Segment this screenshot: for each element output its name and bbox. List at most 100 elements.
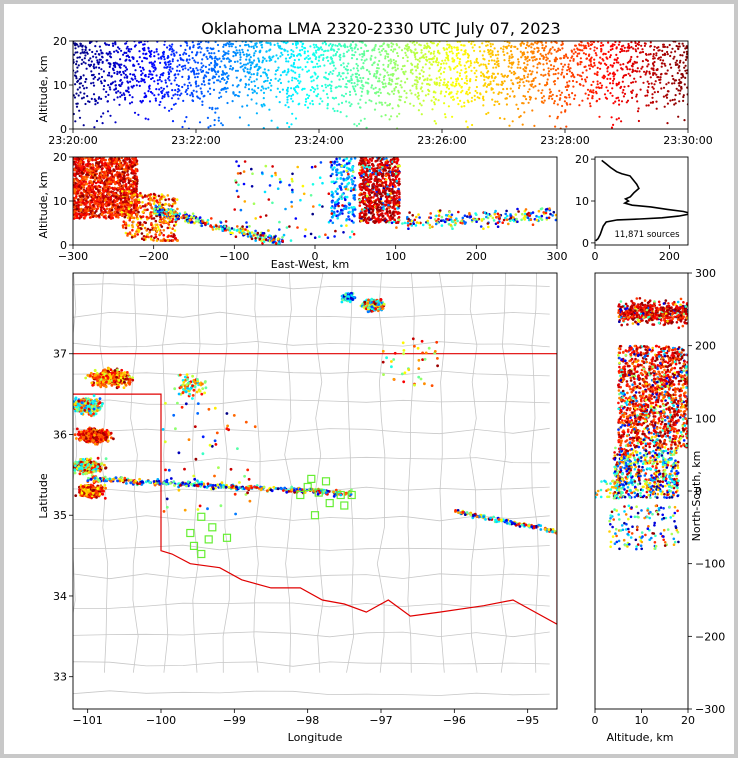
th-source-point [420, 49, 423, 52]
th-source-point [548, 95, 551, 98]
th-source-point [222, 45, 225, 49]
ew-source-point [113, 161, 116, 164]
th-source-point [73, 96, 77, 99]
th-source-point [465, 70, 468, 73]
th-source-point [258, 50, 261, 53]
th-source-point [474, 89, 477, 93]
th-source-point [465, 82, 468, 85]
th-source-point [599, 44, 603, 48]
th-source-point [637, 47, 640, 50]
th-source-point [257, 68, 260, 71]
ew-source-point [156, 207, 159, 210]
ew-source-point [84, 207, 87, 211]
th-source-point [345, 83, 348, 86]
th-source-point [218, 91, 221, 94]
ew-source-point [115, 199, 119, 202]
th-source-point [591, 96, 594, 100]
th-source-point [107, 52, 110, 55]
th-source-point [418, 72, 421, 75]
th-source-point [74, 83, 77, 86]
ew-source-point [93, 207, 96, 210]
th-source-point [92, 84, 96, 87]
ew-source-point [166, 194, 170, 197]
th-source-point [195, 85, 198, 88]
ew-source-point [124, 157, 127, 160]
ew-source-point [141, 223, 144, 227]
th-source-point [374, 56, 377, 59]
th-source-point [686, 69, 688, 72]
th-source-point [179, 57, 182, 60]
th-source-point [294, 71, 297, 74]
th-source-point [342, 55, 345, 58]
th-source-point [191, 99, 194, 102]
th-source-point [92, 93, 96, 96]
th-source-point [605, 97, 609, 100]
th-source-point [122, 92, 125, 95]
th-source-point [166, 65, 169, 69]
th-source-point [326, 84, 330, 87]
th-source-point [393, 89, 396, 92]
th-source-point [428, 61, 431, 64]
th-source-point [405, 44, 408, 47]
ew-points [73, 157, 557, 245]
th-source-point [486, 71, 489, 74]
th-source-point [157, 93, 160, 96]
th-source-point [246, 49, 249, 52]
th-source-point [255, 65, 258, 68]
th-source-point [517, 63, 520, 66]
th-source-point [303, 47, 307, 50]
th-source-point [212, 81, 216, 84]
ew-source-point [105, 176, 108, 179]
th-source-point [424, 78, 427, 81]
th-source-point [374, 43, 377, 47]
th-source-point [228, 45, 231, 48]
th-source-point [469, 79, 472, 82]
th-source-point [648, 72, 651, 75]
th-source-point [208, 68, 211, 71]
th-source-point [491, 76, 494, 79]
th-source-point [670, 51, 673, 54]
th-source-point [473, 49, 476, 52]
th-source-point [158, 103, 161, 106]
th-source-point [140, 101, 143, 104]
ew-source-point [154, 219, 158, 223]
th-source-point [351, 85, 354, 88]
th-source-point [299, 66, 302, 69]
th-source-point [526, 51, 529, 54]
th-source-point [541, 44, 544, 47]
th-source-point [211, 77, 214, 80]
th-source-point [199, 51, 202, 54]
th-source-point [405, 54, 408, 57]
th-source-point [131, 73, 135, 76]
th-source-point [96, 59, 99, 62]
th-source-point [325, 77, 328, 80]
th-source-point [574, 94, 577, 97]
lma-figure: Oklahoma LMA 2320-2330 UTC July 07, 2023… [37, 19, 725, 744]
th-source-point [568, 70, 572, 73]
th-source-point [647, 85, 650, 89]
th-source-point [167, 77, 170, 80]
th-source-point [135, 79, 138, 82]
th-source-point [296, 92, 299, 95]
th-source-point [487, 48, 490, 52]
ew-source-point [135, 182, 139, 185]
th-source-point [586, 41, 589, 45]
th-source-point [326, 102, 329, 106]
ew-source-point [119, 179, 122, 183]
th-source-point [290, 123, 293, 126]
th-source-point [666, 50, 669, 54]
th-source-point [232, 50, 235, 54]
th-source-point [522, 102, 525, 105]
th-source-point [153, 94, 156, 97]
th-source-point [298, 49, 302, 52]
th-source-point [428, 74, 431, 77]
th-source-point [245, 58, 248, 61]
th-source-point [167, 91, 170, 94]
th-source-point [185, 116, 188, 119]
th-source-point [182, 99, 185, 102]
th-source-point [138, 84, 141, 87]
th-source-point [172, 49, 175, 52]
th-source-point [132, 84, 135, 87]
th-source-point [492, 72, 495, 75]
th-source-point [308, 94, 311, 97]
